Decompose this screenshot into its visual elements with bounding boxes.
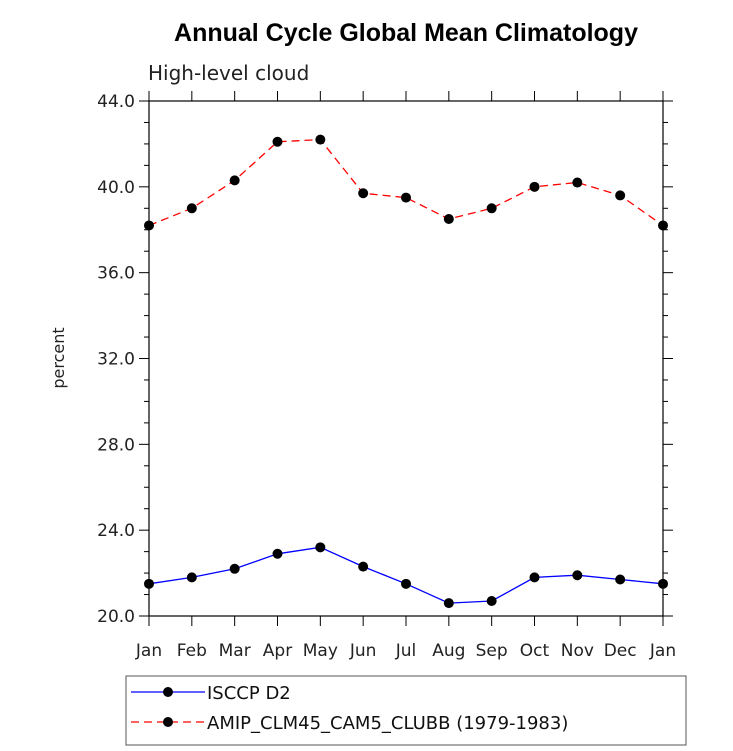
legend-marker (163, 687, 173, 697)
y-tick-label: 36.0 (97, 264, 135, 284)
data-point (358, 561, 369, 572)
x-tick-label: Jul (395, 641, 417, 661)
data-point (615, 190, 626, 201)
x-tick-label: Feb (177, 641, 207, 661)
data-point (186, 572, 197, 583)
x-tick-label: Apr (263, 641, 292, 661)
data-point (401, 578, 411, 589)
data-point (486, 595, 497, 606)
data-point (315, 134, 326, 145)
y-tick-labels: 20.0 24.0 28.0 32.0 36.0 40.0 44.0 (97, 92, 135, 627)
data-point (486, 203, 497, 214)
x-tick-label: Dec (604, 641, 637, 661)
data-point (186, 203, 197, 214)
y-tick-label: 32.0 (97, 350, 135, 370)
y-tick-label: 40.0 (97, 178, 135, 198)
data-point (401, 192, 411, 203)
x-tick-label: Jan (135, 641, 162, 661)
y-axis-label: percent (49, 327, 68, 388)
data-point (572, 570, 583, 581)
legend-label: AMIP_CLM45_CAM5_CLUBB (1979-1983) (207, 713, 568, 734)
data-point (529, 572, 540, 583)
data-point (529, 181, 540, 192)
data-point (443, 214, 454, 225)
data-point (272, 136, 283, 147)
x-tick-label: Mar (219, 641, 251, 661)
data-point (615, 574, 626, 585)
legend: ISCCP D2 AMIP_CLM45_CAM5_CLUBB (1979-1983… (131, 683, 568, 734)
x-tick-labels: Jan Feb Mar Apr May Jun Jul Aug Sep Oct Nov Dec Jan (135, 641, 676, 661)
legend-label: ISCCP D2 (207, 683, 291, 704)
x-tick-label: Jun (349, 641, 377, 661)
data-point (658, 220, 668, 231)
y-tick-label: 28.0 (97, 435, 135, 455)
y-tick-label: 24.0 (97, 521, 135, 541)
x-tick-label: Oct (520, 641, 550, 661)
y-tick-label: 20.0 (97, 607, 135, 627)
chart-subtitle: High-level cloud (148, 61, 309, 85)
data-point (272, 548, 283, 559)
data-point (144, 578, 154, 589)
x-tick-label: Aug (432, 641, 465, 661)
data-point (572, 177, 583, 188)
series-line (148, 546, 664, 604)
data-point (229, 175, 240, 186)
x-tick-label: May (303, 641, 338, 661)
series-line (148, 138, 664, 227)
data-point (658, 578, 668, 589)
series-layer (144, 134, 668, 609)
y-tick-label: 44.0 (97, 92, 135, 112)
data-point (443, 598, 454, 609)
plot-frame (148, 100, 664, 617)
series-1 (144, 542, 668, 609)
data-point (358, 188, 369, 199)
x-tick-label: Sep (476, 641, 508, 661)
legend-marker (163, 717, 173, 727)
x-tick-label: Jan (649, 641, 676, 661)
data-point (315, 542, 326, 553)
data-point (144, 220, 154, 231)
series-2 (144, 134, 668, 231)
chart-title: Annual Cycle Global Mean Climatology (174, 19, 638, 47)
legend-box (125, 675, 687, 746)
axis-ticks (139, 91, 673, 626)
data-point (229, 563, 240, 574)
x-tick-label: Nov (561, 641, 594, 661)
